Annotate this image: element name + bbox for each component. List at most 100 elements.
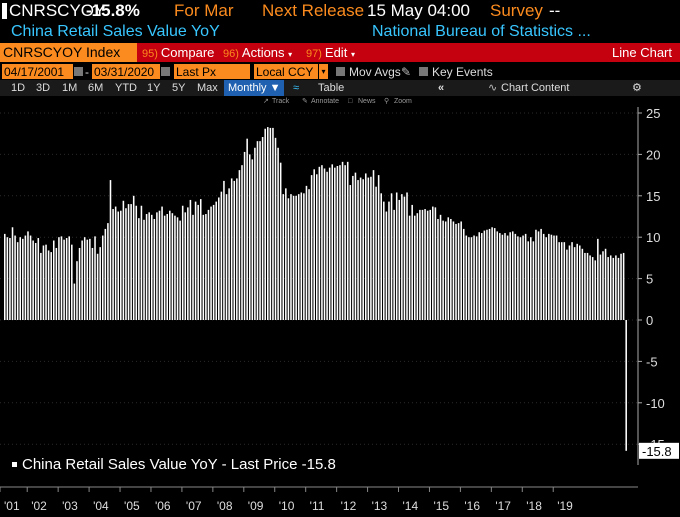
bar — [29, 235, 32, 320]
bar — [457, 223, 460, 320]
gear-icon[interactable]: ⚙ — [632, 82, 642, 94]
bar — [230, 178, 233, 320]
bar — [336, 165, 339, 320]
zoom-icon[interactable]: ⚲ — [384, 98, 390, 105]
bar — [184, 212, 187, 320]
bar — [475, 236, 478, 320]
x-tick-label: '02 — [31, 499, 47, 513]
range-1d[interactable]: 1D — [11, 82, 26, 94]
range-1m[interactable]: 1M — [62, 82, 78, 94]
bar — [316, 174, 318, 320]
bar — [594, 260, 597, 320]
bar — [468, 237, 470, 320]
mov-avgs-checkbox[interactable] — [336, 67, 345, 76]
bar — [403, 196, 406, 320]
bar — [14, 235, 16, 320]
bar — [78, 247, 81, 320]
next-release-value: 15 May 04:00 — [367, 1, 471, 20]
bar — [171, 213, 174, 320]
bar — [589, 255, 591, 320]
for-label: For Mar — [174, 1, 234, 20]
range-3d[interactable]: 3D — [36, 82, 51, 94]
range-max[interactable]: Max — [197, 82, 218, 94]
bar — [223, 180, 225, 320]
table-button[interactable]: Table — [318, 82, 345, 94]
bar — [277, 147, 279, 320]
calendar-icon[interactable] — [74, 67, 83, 76]
range-6m[interactable]: 6M — [88, 82, 104, 94]
annotate-icon[interactable]: ✎ — [302, 98, 308, 105]
bar — [401, 194, 403, 320]
legend-background — [0, 450, 370, 475]
bar — [290, 194, 292, 320]
line-chart-icon[interactable]: ≈ — [293, 82, 300, 94]
track-icon[interactable]: ↗ — [263, 98, 269, 105]
bar — [615, 255, 617, 320]
bar — [560, 242, 563, 320]
chevron-down-icon[interactable]: ▾ — [319, 64, 328, 79]
bar — [264, 128, 266, 320]
track-button[interactable]: Track — [272, 98, 290, 105]
x-tick-label: '18 — [526, 499, 542, 513]
bar — [89, 238, 91, 320]
bar — [434, 207, 437, 320]
start-date-field[interactable]: 04/17/2001 — [2, 64, 73, 79]
security-field[interactable]: CNRSCYOY Index — [0, 43, 137, 62]
bar — [483, 230, 486, 320]
range-ytd[interactable]: YTD — [115, 82, 137, 94]
news-icon[interactable]: □ — [348, 98, 353, 105]
bar — [367, 177, 370, 320]
x-tick-label: '15 — [433, 499, 449, 513]
bar — [145, 214, 148, 320]
compare-button[interactable]: 95) Compare — [142, 43, 214, 62]
bar — [76, 261, 78, 320]
end-date-field[interactable]: 03/31/2020 — [92, 64, 160, 79]
range-5y[interactable]: 5Y — [172, 82, 186, 94]
zoom-button[interactable]: Zoom — [394, 98, 412, 105]
currency-select[interactable]: Local CCY — [254, 64, 318, 79]
bar — [241, 165, 243, 320]
bar — [326, 171, 328, 320]
bar — [488, 228, 491, 320]
edit-button[interactable]: 97) Edit ▾ — [306, 43, 355, 62]
actions-button[interactable]: 96) Actions ▾ — [223, 43, 292, 62]
bar — [259, 141, 261, 320]
compare-label: Compare — [160, 45, 215, 60]
field-select[interactable]: Last Px — [174, 64, 250, 79]
bar — [34, 243, 37, 320]
news-button[interactable]: News — [358, 98, 376, 105]
bar — [486, 229, 488, 320]
bar — [202, 214, 205, 320]
bar — [581, 248, 584, 320]
cursor-block — [2, 3, 7, 19]
bar — [228, 188, 230, 320]
chart-content-button[interactable]: Chart Content — [501, 82, 570, 94]
bar — [364, 173, 367, 320]
bar — [107, 223, 109, 320]
bar — [163, 215, 166, 320]
bar — [421, 209, 424, 320]
bar — [462, 228, 465, 320]
collapse-icon[interactable]: « — [438, 82, 445, 94]
bar — [499, 233, 501, 320]
bar — [385, 211, 388, 320]
x-tick-label: '17 — [495, 499, 511, 513]
bar — [179, 220, 181, 320]
frequency-select[interactable]: Monthly ▼ — [224, 80, 285, 96]
bar — [563, 242, 566, 320]
bar — [199, 199, 202, 320]
annotate-button[interactable]: Annotate — [311, 98, 340, 105]
bar — [109, 180, 112, 320]
bar — [156, 212, 158, 320]
bar — [568, 245, 571, 320]
pencil-icon[interactable]: ✎ — [401, 65, 412, 79]
x-tick-label: '10 — [279, 499, 295, 513]
bar — [383, 201, 385, 320]
calendar-icon[interactable] — [161, 67, 170, 76]
key-events-checkbox[interactable] — [419, 67, 428, 76]
bar — [153, 218, 156, 320]
range-1y[interactable]: 1Y — [147, 82, 161, 94]
bar — [225, 194, 228, 320]
